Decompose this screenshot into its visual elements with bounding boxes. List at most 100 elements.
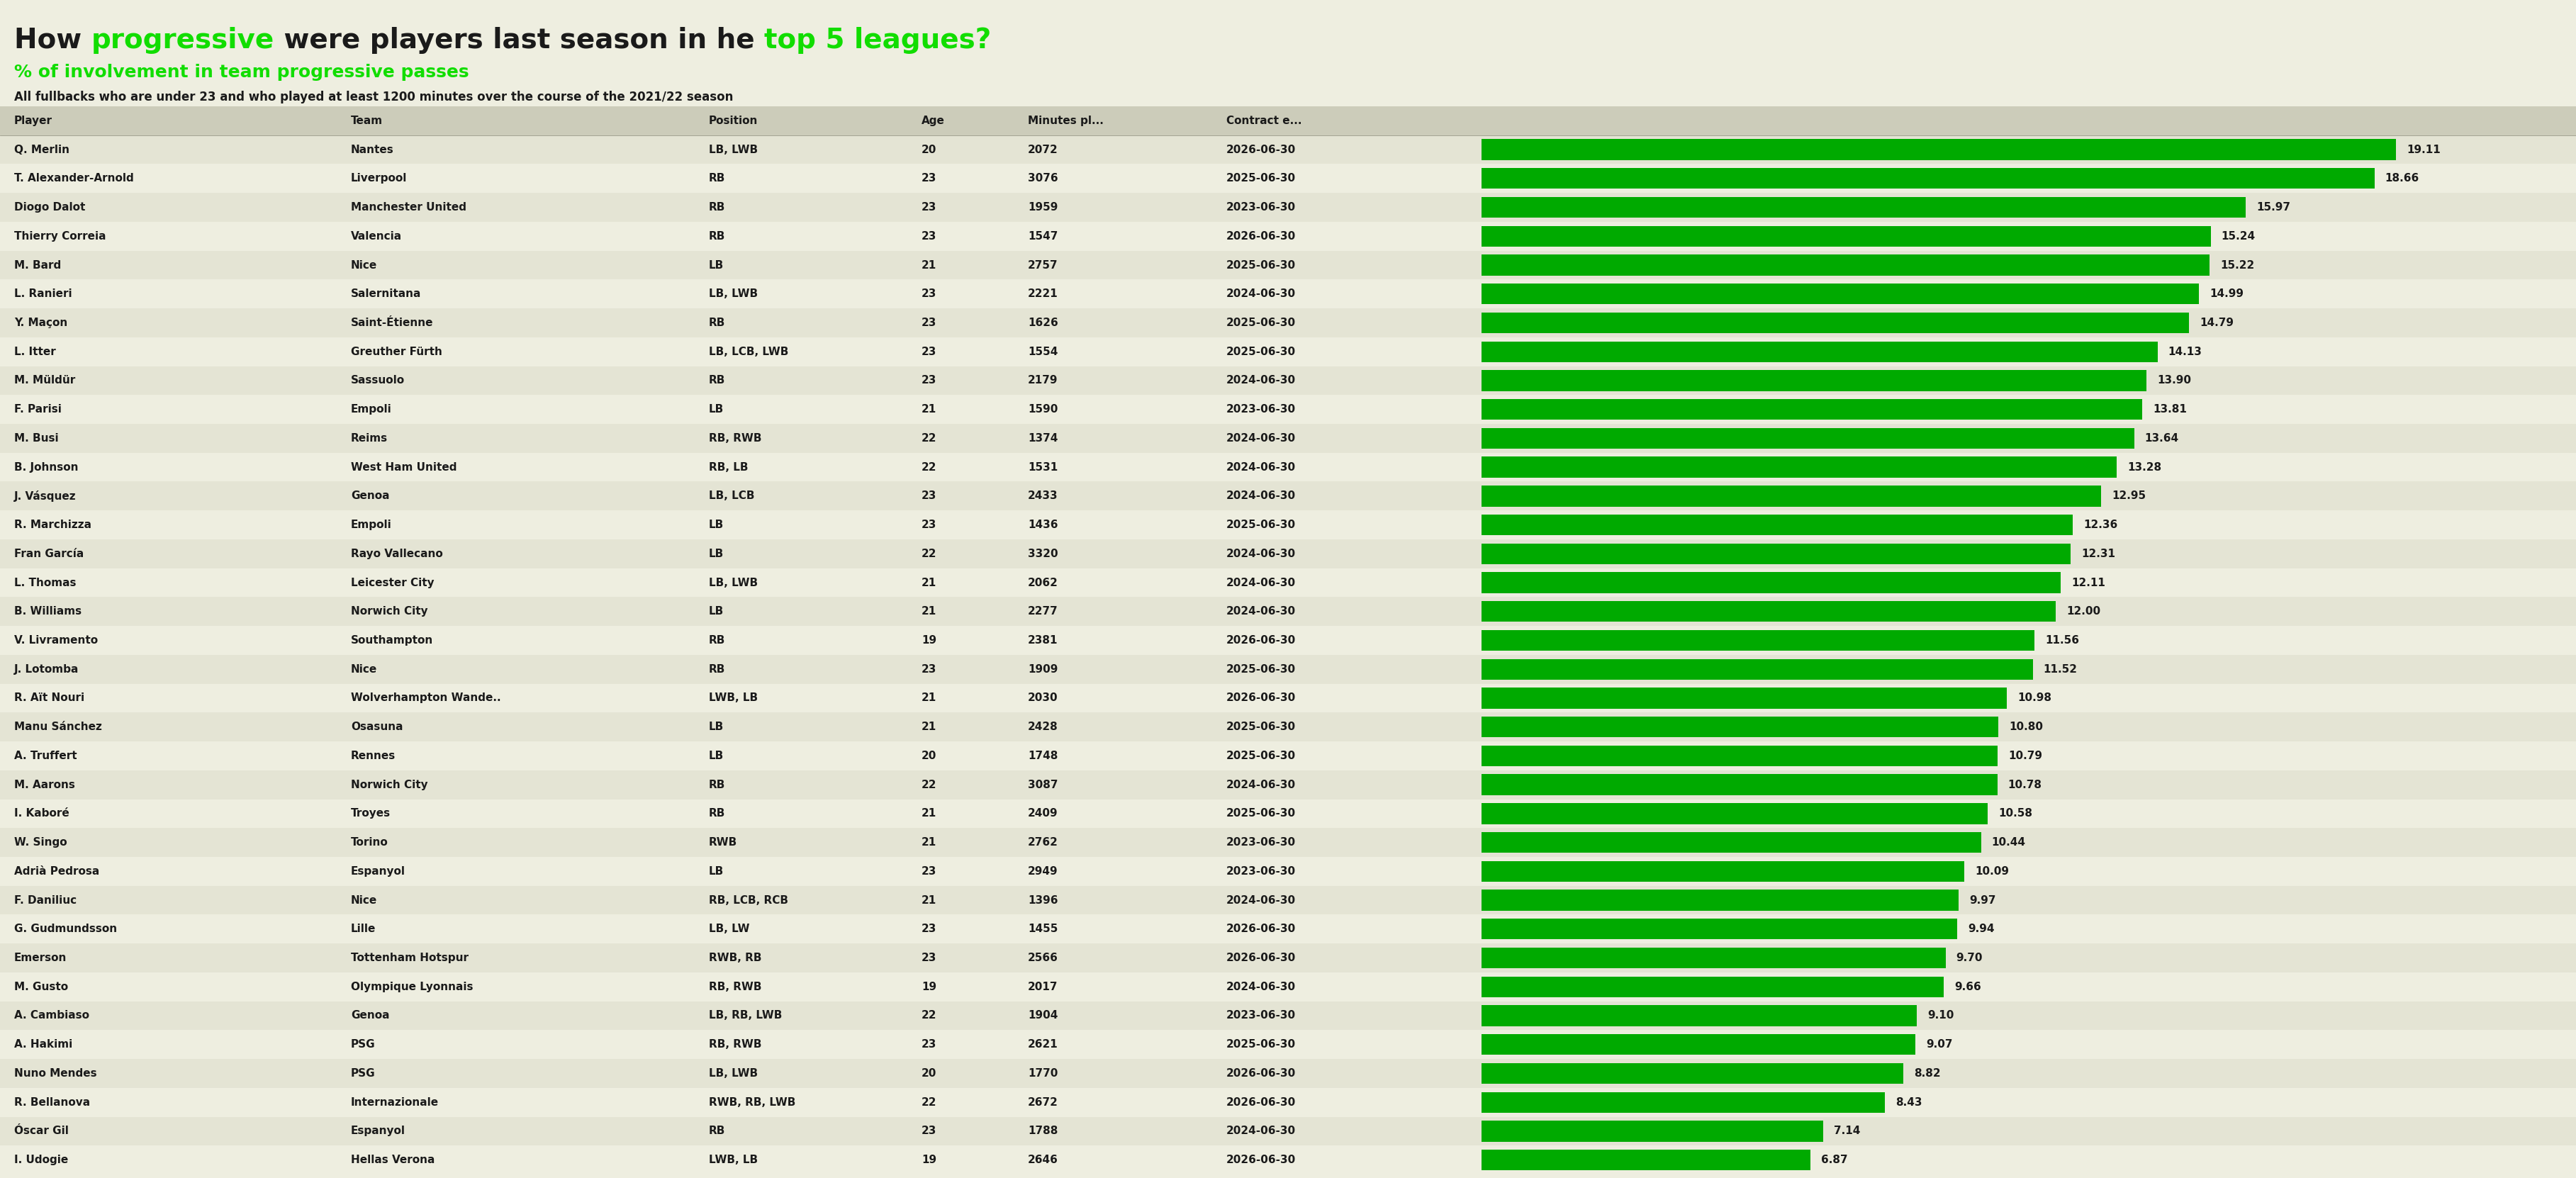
Text: 23: 23: [922, 866, 938, 876]
Bar: [0, 886, 2576, 914]
Text: Thierry Correia: Thierry Correia: [15, 231, 106, 241]
Text: LB: LB: [708, 404, 724, 415]
Text: 22: 22: [922, 434, 938, 444]
Text: Torino: Torino: [350, 838, 389, 848]
Text: 2072: 2072: [1028, 144, 1059, 155]
Text: 23: 23: [922, 289, 938, 299]
Text: 8.82: 8.82: [1914, 1068, 1940, 1079]
Text: 19.11: 19.11: [2406, 144, 2439, 155]
Bar: [1481, 312, 2190, 333]
Text: 2023-06-30: 2023-06-30: [1226, 203, 1296, 213]
Text: Espanyol: Espanyol: [350, 1126, 404, 1137]
Text: 1531: 1531: [1028, 462, 1059, 472]
Text: I. Udogie: I. Udogie: [15, 1154, 67, 1165]
Text: 2672: 2672: [1028, 1097, 1059, 1107]
Bar: [1481, 1034, 1917, 1055]
Text: 23: 23: [922, 173, 938, 184]
Text: RB: RB: [708, 376, 726, 386]
Bar: [1481, 342, 2159, 362]
Text: 1455: 1455: [1028, 924, 1059, 934]
Text: M. Aarons: M. Aarons: [15, 780, 75, 790]
Bar: [0, 251, 2576, 279]
Text: Sassuolo: Sassuolo: [350, 376, 404, 386]
Bar: [0, 626, 2576, 655]
Text: LB: LB: [708, 722, 724, 733]
Text: Norwich City: Norwich City: [350, 607, 428, 617]
Text: Southampton: Southampton: [350, 635, 433, 646]
Text: 15.24: 15.24: [2221, 231, 2257, 241]
Text: Player: Player: [15, 115, 52, 126]
Text: 2023-06-30: 2023-06-30: [1226, 838, 1296, 848]
Text: 13.28: 13.28: [2128, 462, 2161, 472]
Text: 14.79: 14.79: [2200, 318, 2233, 329]
Bar: [0, 597, 2576, 626]
Bar: [1481, 428, 2133, 449]
Text: 2024-06-30: 2024-06-30: [1226, 780, 1296, 790]
Text: 10.44: 10.44: [1991, 838, 2025, 848]
Text: 22: 22: [922, 780, 938, 790]
Text: RB: RB: [708, 780, 726, 790]
Text: RB: RB: [708, 808, 726, 819]
Text: 12.36: 12.36: [2084, 519, 2117, 530]
Text: 2026-06-30: 2026-06-30: [1226, 924, 1296, 934]
Text: 23: 23: [922, 318, 938, 329]
Bar: [1481, 485, 2102, 507]
Text: Greuther Fürth: Greuther Fürth: [350, 346, 443, 357]
Text: R. Bellanova: R. Bellanova: [15, 1097, 90, 1107]
Text: 2025-06-30: 2025-06-30: [1226, 519, 1296, 530]
Bar: [0, 1001, 2576, 1030]
Text: 10.79: 10.79: [2009, 750, 2043, 761]
Text: 2757: 2757: [1028, 260, 1059, 271]
Text: L. Itter: L. Itter: [15, 346, 57, 357]
Text: 10.58: 10.58: [1999, 808, 2032, 819]
Text: Espanyol: Espanyol: [350, 866, 404, 876]
Text: 3320: 3320: [1028, 549, 1059, 560]
Text: Internazionale: Internazionale: [350, 1097, 438, 1107]
Bar: [0, 309, 2576, 337]
Text: 2025-06-30: 2025-06-30: [1226, 808, 1296, 819]
Bar: [1481, 919, 1958, 940]
Text: Salernitana: Salernitana: [350, 289, 422, 299]
Bar: [0, 1145, 2576, 1174]
Text: 10.78: 10.78: [2007, 780, 2043, 790]
Bar: [1481, 573, 2061, 593]
Text: 1748: 1748: [1028, 750, 1059, 761]
Bar: [1481, 832, 1981, 853]
Bar: [1481, 977, 1945, 998]
Text: LWB, LB: LWB, LB: [708, 693, 757, 703]
Text: 2025-06-30: 2025-06-30: [1226, 173, 1296, 184]
Text: 1547: 1547: [1028, 231, 1059, 241]
Text: Leicester City: Leicester City: [350, 577, 435, 588]
Text: RB: RB: [708, 664, 726, 675]
Bar: [0, 914, 2576, 944]
Text: 2026-06-30: 2026-06-30: [1226, 693, 1296, 703]
Text: RWB: RWB: [708, 838, 737, 848]
Text: 2023-06-30: 2023-06-30: [1226, 866, 1296, 876]
Text: RB: RB: [708, 173, 726, 184]
Bar: [0, 1059, 2576, 1087]
Text: Liverpool: Liverpool: [350, 173, 407, 184]
Text: 9.10: 9.10: [1927, 1011, 1955, 1021]
Bar: [1481, 254, 2210, 276]
Text: 2030: 2030: [1028, 693, 1059, 703]
Text: Manu Sánchez: Manu Sánchez: [15, 722, 103, 733]
Bar: [0, 568, 2576, 597]
Text: RB: RB: [708, 231, 726, 241]
Bar: [1481, 1150, 1811, 1171]
Text: 21: 21: [922, 895, 938, 906]
Bar: [0, 337, 2576, 366]
Text: progressive: progressive: [90, 27, 273, 54]
Text: A. Truffert: A. Truffert: [15, 750, 77, 761]
Text: 20: 20: [922, 1068, 938, 1079]
Text: 2433: 2433: [1028, 491, 1059, 502]
Bar: [1481, 688, 2007, 708]
Text: R. Marchizza: R. Marchizza: [15, 519, 90, 530]
Bar: [1481, 1120, 1824, 1141]
Text: 19: 19: [922, 635, 938, 646]
Text: 2025-06-30: 2025-06-30: [1226, 346, 1296, 357]
Text: 2024-06-30: 2024-06-30: [1226, 376, 1296, 386]
Text: 2949: 2949: [1028, 866, 1059, 876]
Text: M. Bard: M. Bard: [15, 260, 62, 271]
Text: 13.90: 13.90: [2156, 376, 2192, 386]
Text: 1626: 1626: [1028, 318, 1059, 329]
